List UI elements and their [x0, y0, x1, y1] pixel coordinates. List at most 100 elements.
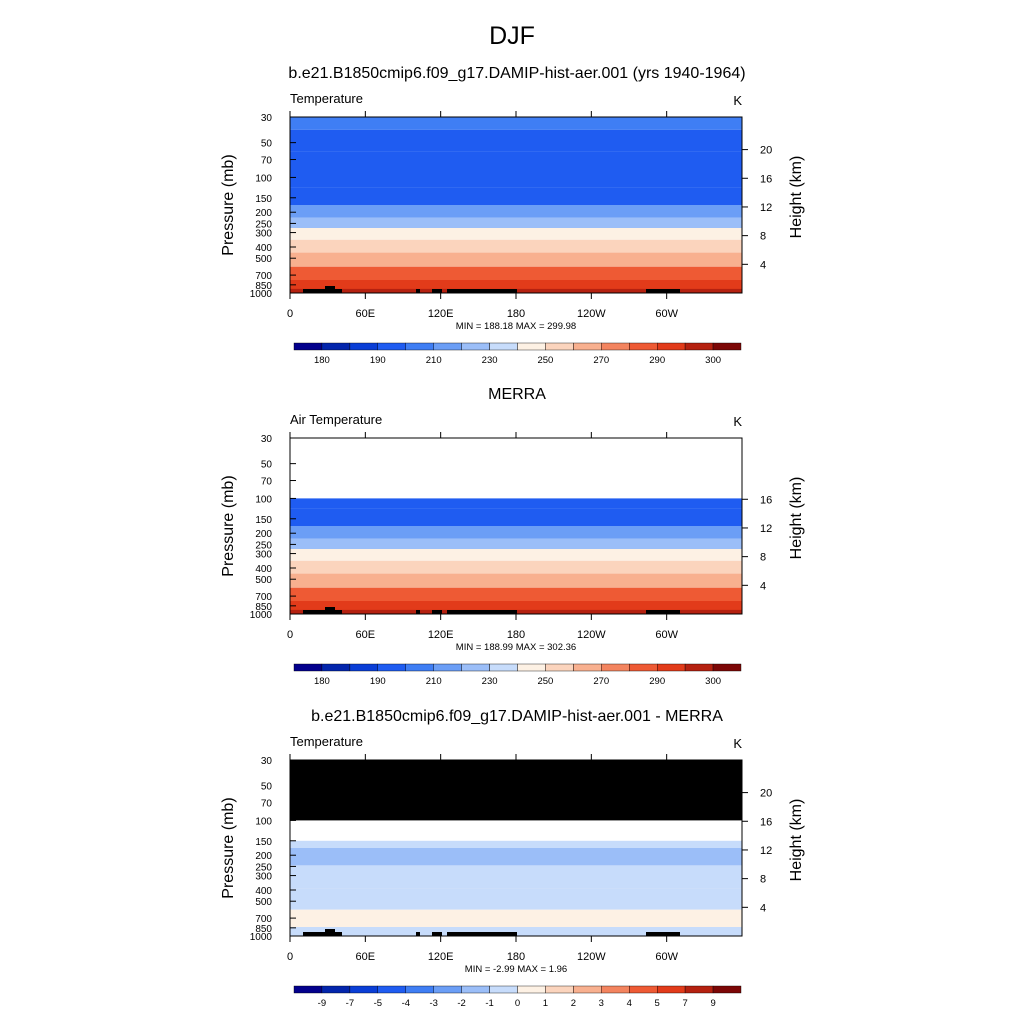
panel2-units: K [733, 414, 742, 429]
panel2-colorbar-swatch [433, 663, 462, 672]
panel1-colorbar-swatch [629, 342, 658, 351]
panel1-colorbar-label: 230 [482, 355, 498, 366]
panel3-colorbar-swatch [293, 985, 323, 994]
panel3-colorbar-swatch [349, 985, 378, 994]
panel2-colorbar-swatch [461, 663, 490, 672]
panel3-colorbar-swatch [489, 985, 518, 994]
panel2-y-tick-label: 150 [255, 515, 272, 526]
panel2-x-tick-label: 120W [577, 629, 606, 641]
panel3-ylabel-right: Height (km) [788, 799, 805, 882]
panel1-y-tick-label: 700 [255, 271, 272, 282]
panel3-topography [646, 932, 680, 936]
panel3-units: K [733, 736, 742, 751]
panel1-x-tick-label: 0 [287, 308, 293, 320]
panel2-topography [303, 610, 325, 614]
panel1-colorbar-swatch [684, 342, 714, 351]
panel1-colorbar-swatch [601, 342, 630, 351]
panel2-y-tick-label: 1000 [250, 610, 273, 621]
panel2-x-tick-label: 60W [655, 629, 678, 641]
panel3-colorbar-swatch [601, 985, 630, 994]
panel1-band [290, 205, 742, 218]
panel2-colorbar-swatch [489, 663, 518, 672]
panel2-colorbar-label: 270 [593, 676, 609, 687]
panel1-colorbar-swatch [461, 342, 490, 351]
panel1-colorbar-swatch [321, 342, 350, 351]
panel3-height-tick-label: 20 [760, 788, 772, 800]
panel3-y-tick-label: 30 [261, 756, 273, 767]
panel1-ylabel-right: Height (km) [788, 156, 805, 239]
panel3-colorbar-swatch [517, 985, 546, 994]
panel1-topography [447, 289, 517, 293]
panel1-colorbar-swatch [489, 342, 518, 351]
panel2-colorbar-swatch [657, 663, 686, 672]
panel2-y-tick-label: 200 [255, 529, 272, 540]
panel2-colorbar-label: 290 [649, 676, 665, 687]
panel3-colorbar-swatch [433, 985, 462, 994]
panel2-topography [646, 610, 680, 614]
panel1-y-tick-label: 200 [255, 208, 272, 219]
panel3-height-tick-label: 8 [760, 874, 766, 886]
panel3-colorbar-label: 1 [543, 998, 548, 1009]
panel1-colorbar-label: 210 [426, 355, 442, 366]
panel3-ylabel: Pressure (mb) [220, 797, 237, 898]
panel3-topography [432, 932, 442, 936]
panel3-colorbar-swatch [657, 985, 686, 994]
panel2-left-label: Air Temperature [290, 412, 382, 427]
panel1-y-tick-label: 150 [255, 194, 272, 205]
panel2-colorbar-swatch [321, 663, 350, 672]
panel2-x-tick-label: 180 [507, 629, 525, 641]
panel2-topography [416, 610, 420, 614]
panel1-colorbar-swatch [517, 342, 546, 351]
panel1-x-tick-label: 180 [507, 308, 525, 320]
panel3-y-tick-label: 250 [255, 862, 272, 873]
panel3-x-tick-label: 120W [577, 951, 606, 963]
panel3-colorbar-swatch [461, 985, 490, 994]
panel3-band [290, 848, 742, 866]
panel3-band [290, 888, 742, 910]
panel3-colorbar-swatch [321, 985, 350, 994]
panel2-ylabel: Pressure (mb) [220, 475, 237, 576]
panel3-colorbar-swatch [545, 985, 574, 994]
panel3-x-tick-label: 180 [507, 951, 525, 963]
panel2-y-tick-label: 300 [255, 550, 272, 561]
panel1-colorbar-swatch [405, 342, 434, 351]
panel2-topography [447, 610, 517, 614]
panel3-colorbar-label: -1 [485, 998, 493, 1009]
panel3-colorbar-label: -2 [457, 998, 465, 1009]
panel1-colorbar-swatch [657, 342, 686, 351]
panel3-y-tick-label: 100 [255, 816, 272, 827]
panel2-colorbar-swatch [629, 663, 658, 672]
panel1-topography [325, 286, 335, 293]
panel1-topography [432, 289, 442, 293]
panel2-colorbar-label: 210 [426, 676, 442, 687]
panel3-band [290, 865, 742, 889]
panel2-y-tick-label: 30 [261, 434, 273, 445]
panel3-colorbar-swatch [573, 985, 602, 994]
panel2-band [290, 587, 742, 601]
panel2-colorbar-label: 190 [370, 676, 386, 687]
panel1-colorbar-swatch [349, 342, 378, 351]
panel3-y-tick-label: 500 [255, 897, 272, 908]
panel1-height-tick-label: 12 [760, 202, 772, 214]
panel1-band [290, 168, 742, 188]
panel2-x-tick-label: 0 [287, 629, 293, 641]
panel2-y-tick-label: 50 [261, 460, 273, 471]
panel1-colorbar-swatch [433, 342, 462, 351]
panel3-colorbar-swatch [684, 985, 714, 994]
panel1-x-tick-label: 60W [655, 308, 678, 320]
panel3-colorbar-swatch [629, 985, 658, 994]
panel3-y-tick-label: 70 [261, 799, 273, 810]
panel3-band [290, 840, 742, 848]
panel1-y-tick-label: 100 [255, 173, 272, 184]
panel2-y-tick-label: 500 [255, 575, 272, 586]
panel3-title: b.e21.B1850cmip6.f09_g17.DAMIP-hist-aer.… [311, 708, 723, 725]
panel3-height-tick-label: 16 [760, 816, 772, 828]
panel2-ylabel-right: Height (km) [788, 477, 805, 560]
panel2-band [290, 526, 742, 539]
panel3-colorbar-label: -9 [318, 998, 326, 1009]
panel1-colorbar-label: 250 [537, 355, 553, 366]
panel1-colorbar-label: 290 [649, 355, 665, 366]
panel1-colorbar-swatch [293, 342, 323, 351]
panel3-height-tick-label: 12 [760, 845, 772, 857]
